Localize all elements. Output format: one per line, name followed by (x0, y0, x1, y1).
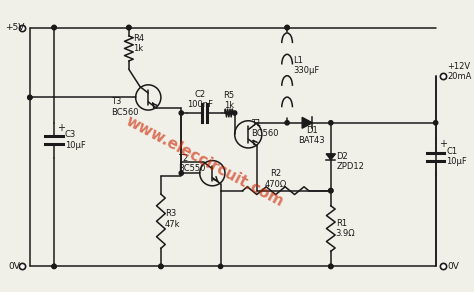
Text: 0V: 0V (9, 262, 20, 271)
Circle shape (159, 264, 163, 269)
Circle shape (285, 25, 289, 30)
Text: www.eleccircuit.com: www.eleccircuit.com (123, 113, 286, 210)
Text: R2
470Ω: R2 470Ω (264, 169, 287, 189)
Text: R1
3.9Ω: R1 3.9Ω (336, 219, 356, 238)
Text: C2
100nF: C2 100nF (187, 90, 213, 109)
Text: D1
BAT43: D1 BAT43 (299, 126, 325, 145)
Circle shape (285, 25, 289, 30)
Circle shape (127, 25, 131, 30)
Circle shape (285, 121, 289, 125)
Circle shape (27, 95, 32, 100)
Circle shape (52, 25, 56, 30)
Circle shape (52, 264, 56, 269)
Circle shape (27, 95, 32, 100)
Circle shape (52, 25, 56, 30)
Circle shape (179, 111, 183, 115)
Text: 0V: 0V (447, 262, 459, 271)
Circle shape (434, 121, 438, 125)
Circle shape (328, 189, 333, 193)
Circle shape (159, 264, 163, 269)
Text: C1
10μF: C1 10μF (447, 147, 467, 166)
Text: T1
BC560: T1 BC560 (251, 119, 279, 138)
Circle shape (127, 25, 131, 30)
Text: R5
1k: R5 1k (223, 91, 235, 110)
Text: +: + (438, 139, 447, 149)
Circle shape (328, 121, 333, 125)
Text: R3
47k: R3 47k (165, 209, 180, 229)
Text: T3
BC560: T3 BC560 (111, 98, 139, 117)
Text: R4
1k: R4 1k (133, 34, 144, 53)
Circle shape (219, 264, 223, 269)
Text: L1
330μF: L1 330μF (293, 56, 319, 75)
Text: C3
10μF: C3 10μF (65, 131, 85, 150)
Circle shape (328, 264, 333, 269)
Circle shape (52, 264, 56, 269)
Text: T2
BC550: T2 BC550 (178, 154, 206, 173)
Circle shape (328, 189, 333, 193)
Polygon shape (326, 154, 336, 160)
Circle shape (233, 111, 237, 115)
Text: +12V
20mA: +12V 20mA (447, 62, 472, 81)
Text: +5V: +5V (6, 23, 25, 32)
Text: +: + (57, 123, 65, 133)
Circle shape (179, 171, 183, 175)
Polygon shape (302, 117, 312, 128)
Circle shape (328, 264, 333, 269)
Text: D2
ZPD12: D2 ZPD12 (337, 152, 365, 171)
